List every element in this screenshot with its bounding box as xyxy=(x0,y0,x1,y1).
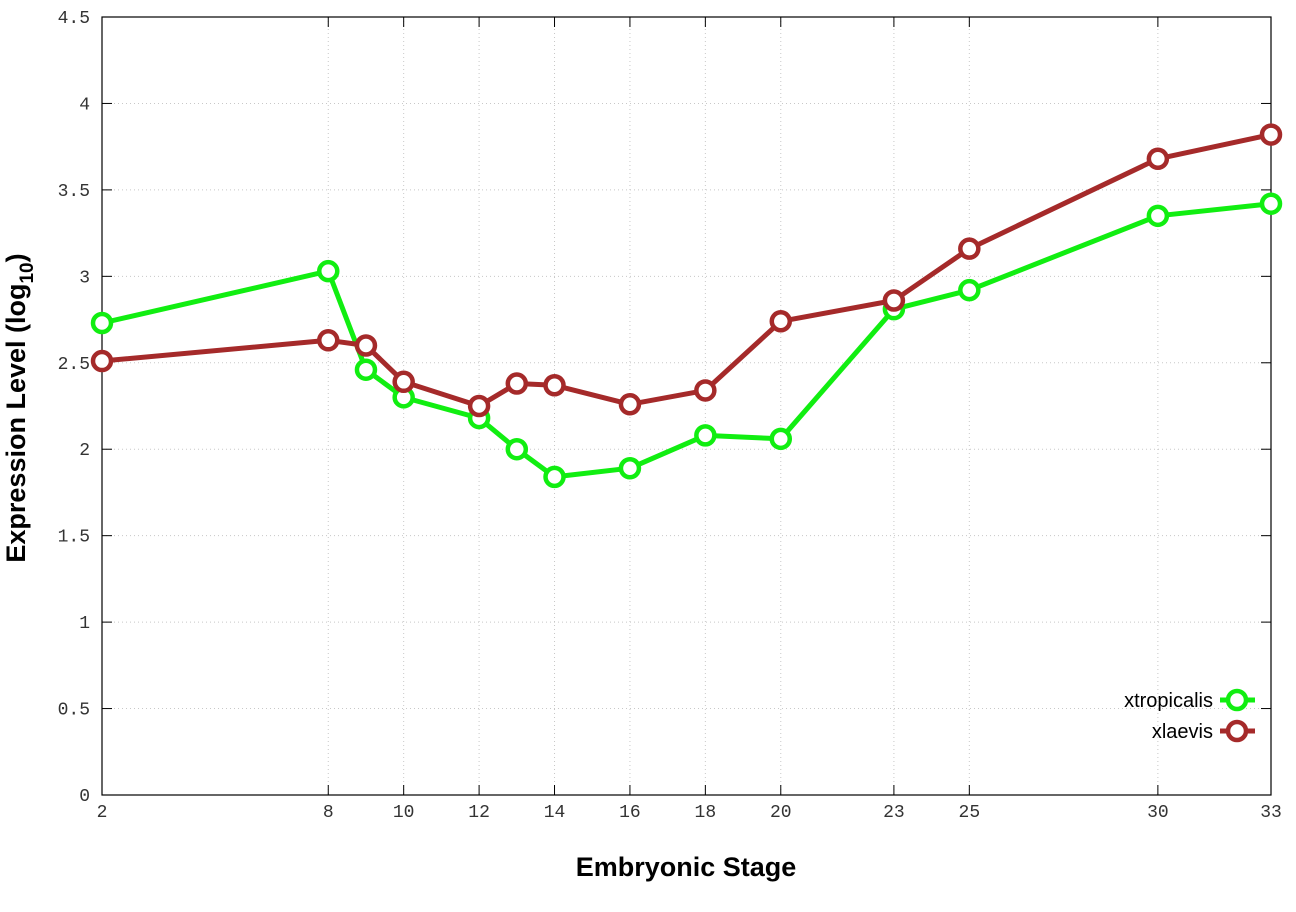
data-point-xtropicalis xyxy=(543,465,566,489)
y-tick-label: 2 xyxy=(79,441,90,461)
y-tick-label: 0 xyxy=(79,787,90,807)
x-tick-label: 2 xyxy=(97,803,108,823)
data-point-xlaevis xyxy=(1259,123,1283,146)
x-tick-label: 23 xyxy=(883,803,905,823)
data-point-xlaevis xyxy=(354,334,378,357)
data-point-xtropicalis xyxy=(1259,192,1283,215)
x-tick-label: 25 xyxy=(959,803,981,823)
data-point-xtropicalis xyxy=(694,424,717,447)
data-point-xtropicalis xyxy=(618,456,642,480)
x-tick-label: 18 xyxy=(695,803,717,823)
y-axis-title: Expression Level (log10) xyxy=(1,253,38,562)
y-tick-label: 4.5 xyxy=(58,9,90,29)
data-point-xlaevis xyxy=(392,370,415,394)
x-tick-label: 33 xyxy=(1260,803,1282,823)
legend-label-xlaevis: xlaevis xyxy=(1152,721,1213,743)
y-tick-label: 1.5 xyxy=(58,528,90,548)
series-layer xyxy=(90,123,1283,489)
data-point-xtropicalis xyxy=(505,437,529,461)
legend-marker-xtropicalis xyxy=(1225,688,1249,712)
x-tick-label: 10 xyxy=(393,803,415,823)
y-tick-label: 4 xyxy=(79,95,90,115)
series-xtropicalis xyxy=(90,192,1283,489)
x-tick-label: 12 xyxy=(468,803,490,823)
y-tick-label: 3 xyxy=(79,268,90,288)
data-point-xtropicalis xyxy=(1146,204,1170,228)
x-axis-title: Embryonic Stage xyxy=(576,852,797,882)
data-point-xtropicalis xyxy=(317,259,340,283)
data-point-xtropicalis xyxy=(769,427,793,451)
series-line-xtropicalis xyxy=(101,201,1272,480)
legend-label-xtropicalis: xtropicalis xyxy=(1124,690,1213,712)
axes: 0 0.5 1 1.5 2 2.5 3 3.5 4 4.5 2 8 10 12 14 16 18 20 23 25 30… xyxy=(58,9,1282,823)
data-point-xlaevis xyxy=(90,349,114,373)
series-line-xlaevis xyxy=(101,132,1272,409)
y-tick-label: 3.5 xyxy=(58,182,90,202)
data-point-xlaevis xyxy=(467,394,491,418)
grid xyxy=(102,17,1271,795)
x-tick-label: 30 xyxy=(1147,803,1169,823)
data-point-xtropicalis xyxy=(354,358,378,381)
series-xlaevis xyxy=(90,123,1283,418)
data-point-xlaevis xyxy=(317,329,340,352)
y-tick-label: 2.5 xyxy=(58,355,90,375)
y-tick-label: 0.5 xyxy=(58,701,90,721)
legend: xtropicalis xlaevis xyxy=(1124,688,1255,743)
y-axis-title-subscript: 10 xyxy=(17,262,38,283)
plot-frame xyxy=(101,16,1272,796)
data-point-xlaevis xyxy=(769,310,793,333)
data-point-xlaevis xyxy=(618,393,642,416)
data-point-xlaevis xyxy=(958,237,981,260)
data-point-xtropicalis xyxy=(90,311,114,335)
data-point-xlaevis xyxy=(1146,147,1170,171)
legend-marker-xlaevis xyxy=(1225,719,1249,743)
data-point-xlaevis xyxy=(505,372,529,395)
data-point-xtropicalis xyxy=(958,278,981,302)
y-tick-label: 1 xyxy=(79,614,90,634)
x-tick-label: 8 xyxy=(323,803,334,823)
data-point-xlaevis xyxy=(694,379,717,402)
x-tick-label: 16 xyxy=(619,803,641,823)
x-tick-label: 14 xyxy=(544,803,566,823)
data-point-xlaevis xyxy=(543,374,566,397)
x-tick-label: 20 xyxy=(770,803,792,823)
y-axis-title-main: Expression Level (log xyxy=(1,284,31,563)
data-point-xlaevis xyxy=(882,289,906,312)
y-axis-title-end: ) xyxy=(1,253,31,262)
